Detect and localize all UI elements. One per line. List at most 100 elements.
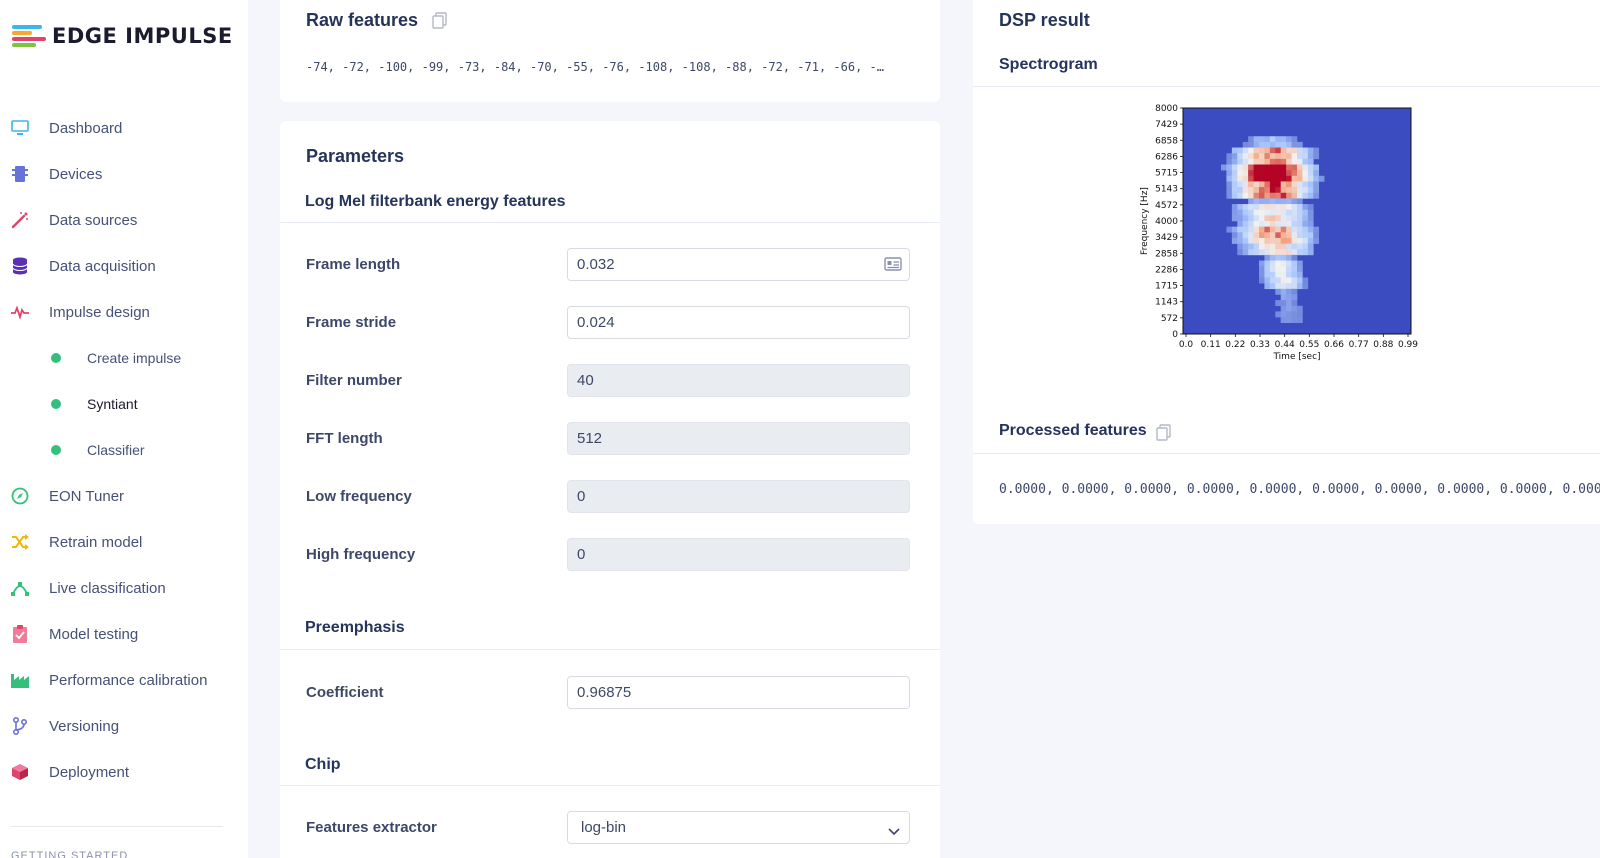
sidebar-subitem-syntiant[interactable]: Syntiant [0,381,248,427]
pulse-icon [11,303,29,321]
spectrogram-cell [1248,243,1254,250]
sidebar-subitem-classifier[interactable]: Classifier [0,427,248,473]
spectrogram-cell [1269,181,1276,188]
spectrogram-cell [1248,204,1254,210]
spectrogram-cell [1231,232,1238,239]
y-tick-label: 572 [1161,314,1178,324]
spectrogram-cell [1313,192,1320,199]
spectrogram-cell [1242,187,1249,194]
spectrogram-cell [1302,221,1309,227]
spectrogram-cell [1264,204,1271,210]
frame-stride-input[interactable]: 0.024 [567,306,910,339]
sidebar-subitem-create-impulse[interactable]: Create impulse [0,335,248,381]
y-tick-label: 5715 [1155,169,1178,179]
spectrogram-cell [1280,215,1287,222]
sidebar-item-data-sources[interactable]: Data sources [0,197,248,243]
coefficient-value: 0.96875 [577,684,632,701]
spectrogram-cell [1264,175,1271,182]
spectrogram-cell [1242,226,1249,233]
spectrogram-cell [1275,164,1282,171]
sidebar-item-dashboard[interactable]: Dashboard [0,105,248,151]
spectrogram-cell [1280,294,1287,301]
sidebar-item-impulse-design[interactable]: Impulse design [0,289,248,335]
sidebar-item-versioning[interactable]: Versioning [0,703,248,749]
spectrogram-cell [1253,136,1260,143]
spectrogram-cell [1231,226,1238,233]
spectrogram-cell [1269,266,1276,273]
spectrogram-cell [1275,187,1282,194]
spectrogram-cell [1297,141,1303,148]
spectrogram-cell [1269,271,1276,278]
y-tick-label: 4572 [1155,201,1178,211]
spectrogram-cell [1297,164,1303,171]
spectrogram-cell [1264,147,1271,154]
spectrogram-cell [1259,226,1265,233]
spectrogram-cell [1302,215,1309,222]
spectrogram-cell [1302,283,1309,290]
spectrogram-cell [1275,300,1282,307]
features-extractor-select[interactable]: log-bin [567,811,910,844]
spectrogram-cell [1291,187,1298,194]
spectrogram-cell [1313,147,1320,154]
spectrogram-cell [1302,158,1309,165]
spectrogram-cell [1264,158,1271,165]
spectrogram-cell [1297,204,1303,210]
spectrogram-cell [1237,164,1244,171]
sidebar-item-performance-calibration[interactable]: Performance calibration [0,657,248,703]
spectrogram-cell [1286,187,1292,194]
spectrogram-cell [1237,215,1244,222]
spectrogram-cell [1280,198,1287,205]
spectrogram-cell [1302,192,1309,199]
spectrogram-cell [1307,237,1314,244]
logo[interactable]: EDGE IMPULSE [12,24,233,48]
spectrogram-cell [1280,153,1287,160]
spectrogram-cell [1302,153,1309,160]
dsp-result-title: DSP result [999,10,1090,30]
spectrogram-cell [1302,175,1309,182]
spectrogram-cell [1253,198,1260,205]
spectrogram-cell [1307,226,1314,233]
frame-stride-label: Frame stride [306,314,397,331]
spectrogram-title: Spectrogram [999,56,1098,73]
spectrogram-cell [1291,170,1298,177]
frame-length-input[interactable]: 0.032 [567,248,910,281]
spectrogram-cell [1264,209,1271,216]
param-row-low-frequency: Low frequency 0 [280,480,940,514]
id-card-icon[interactable] [884,257,902,275]
coefficient-input[interactable]: 0.96875 [567,676,910,709]
spectrogram-cell [1280,271,1287,278]
magic-wand-icon [11,211,29,229]
spectrogram-cell [1302,181,1309,188]
spectrogram-cell [1269,221,1276,227]
sidebar: EDGE IMPULSE Dashboard Devices Data sour… [0,0,248,858]
spectrogram-cell [1248,237,1254,244]
spectrogram-cell [1275,243,1282,250]
fft-length-value: 512 [577,430,603,447]
y-tick-label: 6286 [1155,152,1178,162]
spectrogram-cell [1291,271,1298,278]
sidebar-item-eon-tuner[interactable]: EON Tuner [0,473,248,519]
copy-icon[interactable] [1156,424,1172,441]
spectrogram-cell [1248,215,1254,222]
copy-icon[interactable] [432,12,448,29]
spectrogram-cell [1269,254,1276,261]
y-tick-label: 1715 [1155,282,1178,292]
spectrogram-cell [1275,136,1282,143]
spectrogram-cell [1297,311,1303,318]
spectrogram-cell [1286,305,1292,312]
x-tick-label: 0.44 [1275,340,1295,350]
spectrogram-cell [1231,175,1238,182]
sidebar-item-devices[interactable]: Devices [0,151,248,197]
spectrogram-cell [1253,237,1260,244]
sidebar-item-live-classification[interactable]: Live classification [0,565,248,611]
sidebar-item-model-testing[interactable]: Model testing [0,611,248,657]
spectrogram-cell [1286,141,1292,148]
spectrogram-cell [1286,198,1292,205]
y-tick-label: 7429 [1155,120,1178,130]
spectrogram-cell [1226,158,1233,165]
sidebar-item-retrain-model[interactable]: Retrain model [0,519,248,565]
sidebar-item-deployment[interactable]: Deployment [0,749,248,795]
spectrogram-cell [1242,232,1249,239]
sidebar-item-data-acquisition[interactable]: Data acquisition [0,243,248,289]
spectrogram-cell [1291,288,1298,295]
